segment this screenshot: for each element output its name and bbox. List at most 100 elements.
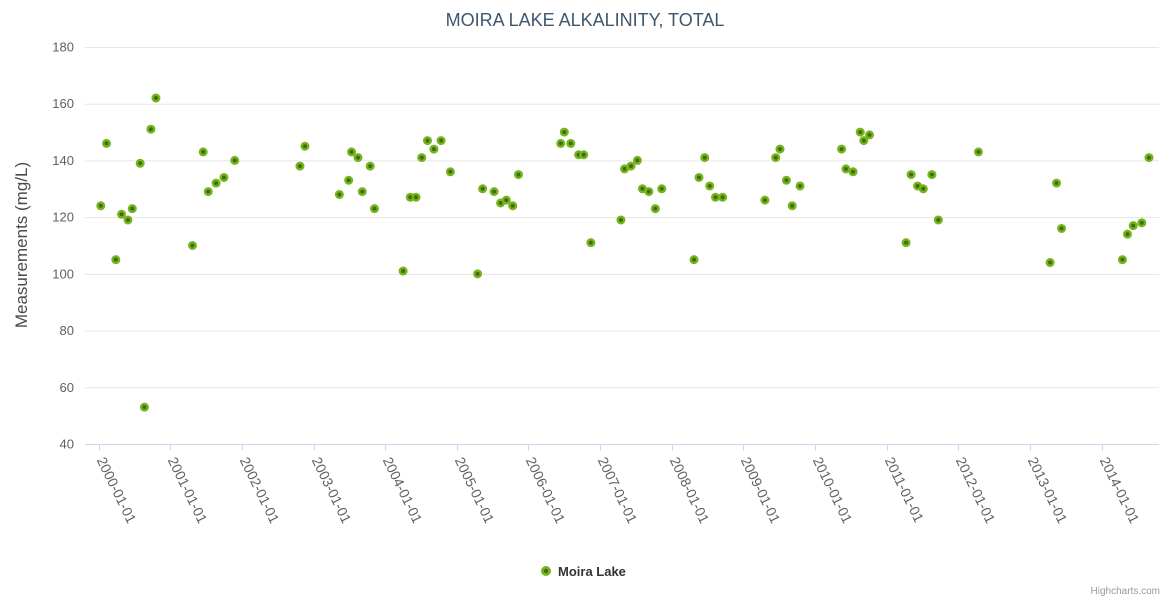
- data-point[interactable]: [473, 269, 483, 279]
- data-point[interactable]: [139, 402, 149, 412]
- data-point[interactable]: [411, 192, 421, 202]
- legend-label: Moira Lake: [558, 564, 626, 579]
- data-point[interactable]: [906, 170, 916, 180]
- data-point[interactable]: [644, 187, 654, 197]
- data-point[interactable]: [689, 255, 699, 265]
- data-point[interactable]: [711, 192, 721, 202]
- x-axis-label: 2014-01-01: [1097, 454, 1143, 526]
- data-point[interactable]: [334, 189, 344, 199]
- data-point[interactable]: [101, 138, 111, 148]
- data-point[interactable]: [1117, 255, 1127, 265]
- data-point[interactable]: [436, 136, 446, 146]
- y-axis-label: 160: [52, 96, 74, 111]
- data-point[interactable]: [556, 138, 566, 148]
- data-point[interactable]: [146, 124, 156, 134]
- data-point[interactable]: [918, 184, 928, 194]
- data-point[interactable]: [369, 204, 379, 214]
- data-point[interactable]: [657, 184, 667, 194]
- data-point[interactable]: [781, 175, 791, 185]
- x-axis-label: 2002-01-01: [237, 454, 283, 526]
- data-point[interactable]: [111, 255, 121, 265]
- x-axis-label: 2010-01-01: [810, 454, 856, 526]
- data-point[interactable]: [417, 153, 427, 163]
- data-point[interactable]: [151, 93, 161, 103]
- data-point[interactable]: [295, 161, 305, 171]
- data-point[interactable]: [787, 201, 797, 211]
- x-axis-labels: 2000-01-01 2001-01-01 2002-01-01 2003-01-01…: [94, 454, 1143, 526]
- data-point[interactable]: [357, 187, 367, 197]
- data-point[interactable]: [478, 184, 488, 194]
- data-point[interactable]: [1045, 258, 1055, 268]
- data-point[interactable]: [616, 215, 626, 225]
- legend-item-moira-lake[interactable]: Moira Lake: [541, 564, 626, 579]
- data-point[interactable]: [973, 147, 983, 157]
- x-axis-label: 2011-01-01: [882, 454, 927, 525]
- data-point[interactable]: [559, 127, 569, 137]
- data-point[interactable]: [901, 238, 911, 248]
- data-point[interactable]: [344, 175, 354, 185]
- data-point[interactable]: [626, 161, 636, 171]
- data-point[interactable]: [508, 201, 518, 211]
- data-point[interactable]: [795, 181, 805, 191]
- data-point[interactable]: [760, 195, 770, 205]
- data-point[interactable]: [445, 167, 455, 177]
- data-point[interactable]: [586, 238, 596, 248]
- data-point[interactable]: [632, 155, 642, 165]
- y-axis-labels: 40 60 80 100 120 140 160 180: [52, 40, 74, 452]
- data-point[interactable]: [513, 170, 523, 180]
- data-point[interactable]: [347, 147, 357, 157]
- data-point[interactable]: [1144, 153, 1154, 163]
- data-point[interactable]: [211, 178, 221, 188]
- data-point[interactable]: [566, 138, 576, 148]
- data-point[interactable]: [855, 127, 865, 137]
- data-point[interactable]: [422, 136, 432, 146]
- x-axis-label: 2008-01-01: [667, 454, 713, 526]
- data-point[interactable]: [848, 167, 858, 177]
- x-axis-label: 2005-01-01: [452, 454, 498, 526]
- data-point[interactable]: [650, 204, 660, 214]
- data-point[interactable]: [837, 144, 847, 154]
- data-point[interactable]: [579, 150, 589, 160]
- data-point[interactable]: [1128, 221, 1138, 231]
- y-axis-label: 120: [52, 210, 74, 225]
- data-point[interactable]: [1137, 218, 1147, 228]
- data-point[interactable]: [700, 153, 710, 163]
- data-point[interactable]: [865, 130, 875, 140]
- data-point[interactable]: [705, 181, 715, 191]
- data-point[interactable]: [230, 155, 240, 165]
- data-point[interactable]: [398, 266, 408, 276]
- data-point[interactable]: [694, 172, 704, 182]
- data-point[interactable]: [501, 195, 511, 205]
- data-point[interactable]: [489, 187, 499, 197]
- x-axis-label: 2006-01-01: [523, 454, 569, 526]
- data-point[interactable]: [429, 144, 439, 154]
- data-point[interactable]: [353, 153, 363, 163]
- data-point[interactable]: [300, 141, 310, 151]
- data-point[interactable]: [1052, 178, 1062, 188]
- data-point[interactable]: [859, 136, 869, 146]
- data-point[interactable]: [933, 215, 943, 225]
- data-point[interactable]: [96, 201, 106, 211]
- data-point[interactable]: [123, 215, 133, 225]
- y-axis-label: 180: [52, 40, 74, 55]
- data-point[interactable]: [927, 170, 937, 180]
- highcharts-credits-link[interactable]: Highcharts.com: [1091, 586, 1160, 597]
- x-axis: [85, 444, 1159, 451]
- x-axis-label: 2003-01-01: [309, 454, 355, 526]
- data-point[interactable]: [1122, 229, 1132, 239]
- data-point[interactable]: [365, 161, 375, 171]
- data-point[interactable]: [203, 187, 213, 197]
- data-point[interactable]: [127, 204, 137, 214]
- data-point[interactable]: [135, 158, 145, 168]
- data-point[interactable]: [219, 172, 229, 182]
- data-point[interactable]: [775, 144, 785, 154]
- data-point[interactable]: [718, 192, 728, 202]
- data-point[interactable]: [771, 153, 781, 163]
- data-point[interactable]: [1057, 223, 1067, 233]
- data-point[interactable]: [187, 241, 197, 250]
- x-axis-label: 2000-01-01: [94, 454, 140, 526]
- data-point[interactable]: [117, 209, 127, 219]
- data-point[interactable]: [841, 164, 851, 174]
- data-point[interactable]: [198, 147, 208, 157]
- x-axis-label: 2004-01-01: [380, 454, 426, 526]
